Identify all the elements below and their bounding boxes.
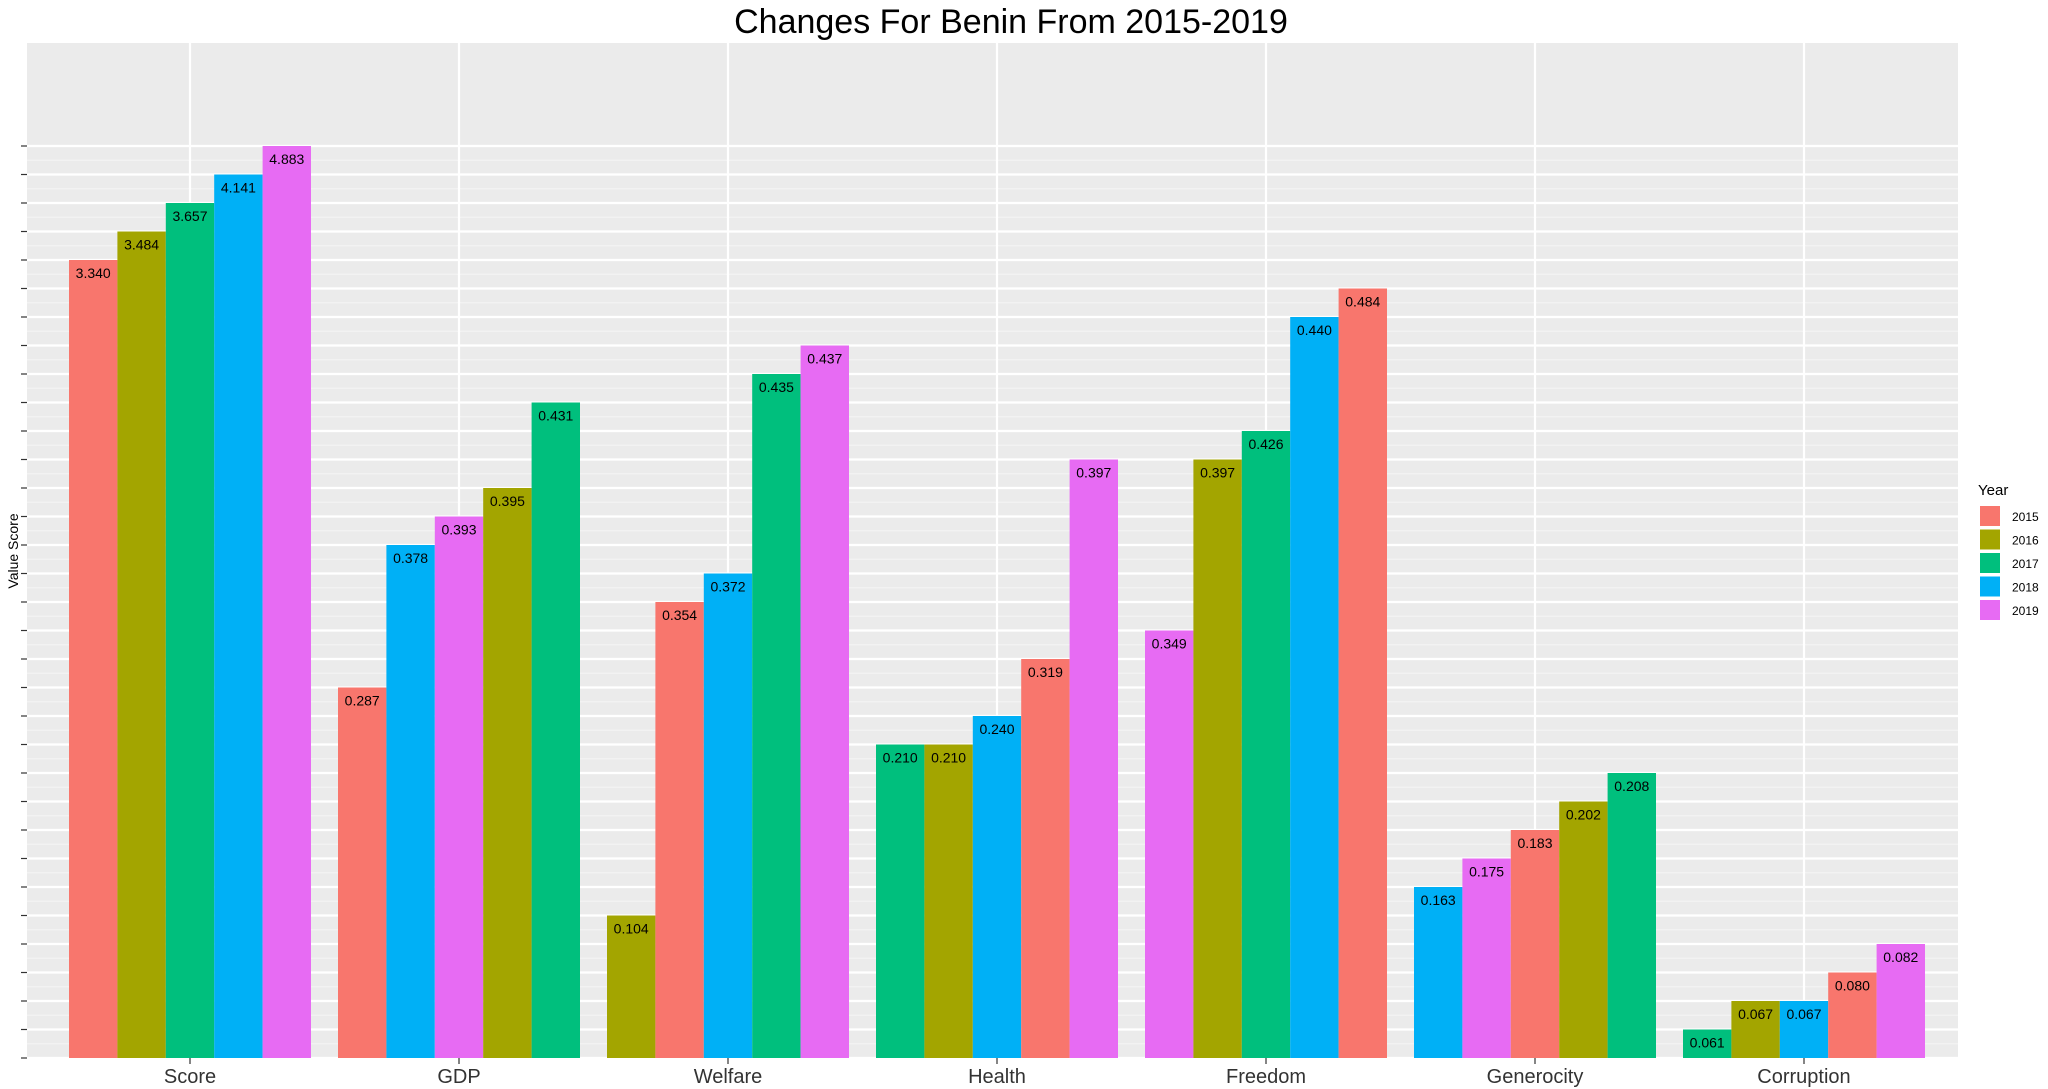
data-label: 0.163 <box>1421 892 1456 908</box>
data-label: 0.395 <box>490 493 525 509</box>
y-axis-ticks <box>21 145 27 1059</box>
legend-title: Year <box>1978 482 2008 499</box>
bar-generocity-2017 <box>1607 773 1656 1058</box>
x-tick-label: Corruption <box>1757 1066 1850 1088</box>
data-label: 0.349 <box>1152 636 1187 652</box>
data-label: 0.082 <box>1883 949 1918 965</box>
bar-score-2018 <box>214 174 263 1058</box>
data-label: 0.437 <box>807 351 842 367</box>
data-label: 0.397 <box>1200 465 1235 481</box>
bar-generocity-2019 <box>1462 858 1511 1058</box>
data-label: 0.484 <box>1345 294 1380 310</box>
data-label: 0.067 <box>1738 1006 1773 1022</box>
bar-freedom-2018 <box>1290 317 1339 1058</box>
data-label: 4.141 <box>221 180 256 196</box>
data-label: 0.202 <box>1566 807 1601 823</box>
data-label: 0.378 <box>393 550 428 566</box>
legend-label: 2017 <box>2012 557 2039 571</box>
data-label: 0.435 <box>759 379 794 395</box>
x-tick-label: Generocity <box>1487 1066 1584 1088</box>
data-label: 0.372 <box>710 579 745 595</box>
bar-score-2017 <box>165 203 215 1058</box>
legend-label: 2019 <box>2012 604 2039 618</box>
bar-welfare-2017 <box>752 374 801 1058</box>
bar-health-2018 <box>972 716 1022 1058</box>
data-label: 0.208 <box>1614 778 1649 794</box>
bar-corruption-2018 <box>1779 1001 1829 1058</box>
bar-freedom-2019 <box>1145 630 1194 1058</box>
data-label: 0.175 <box>1469 864 1504 880</box>
legend-label: 2018 <box>2012 581 2039 595</box>
data-label: 0.440 <box>1297 322 1332 338</box>
bar-corruption-2017 <box>1683 1029 1732 1058</box>
bar-freedom-2015 <box>1338 288 1387 1058</box>
bar-health-2019 <box>1069 459 1118 1058</box>
data-label: 0.287 <box>345 693 380 709</box>
legend-key-2016 <box>1980 529 2000 550</box>
bar-gdp-2019 <box>434 516 484 1058</box>
bar-gdp-2018 <box>386 545 435 1058</box>
data-label: 3.657 <box>172 208 207 224</box>
data-label: 0.397 <box>1076 465 1111 481</box>
bar-corruption-2016 <box>1731 1001 1780 1058</box>
data-label: 0.240 <box>979 721 1014 737</box>
bar-score-2019 <box>262 146 311 1058</box>
data-label: 0.183 <box>1517 835 1552 851</box>
data-label: 0.067 <box>1786 1006 1821 1022</box>
x-tick-label: Health <box>968 1066 1026 1088</box>
bar-welfare-2015 <box>655 602 704 1058</box>
y-axis-label: Value Score <box>5 513 21 588</box>
bar-health-2016 <box>924 744 973 1058</box>
chart-title: Changes For Benin From 2015-2019 <box>734 3 1288 41</box>
bar-freedom-2016 <box>1193 459 1242 1058</box>
bar-generocity-2016 <box>1559 801 1608 1058</box>
x-tick-label: Score <box>164 1066 216 1088</box>
data-label: 0.210 <box>883 750 918 766</box>
bar-welfare-2016 <box>607 915 656 1058</box>
x-axis-ticks: Score GDP Welfare Health Freedom Generocity Co… <box>164 1058 1851 1088</box>
legend-label: 2015 <box>2012 510 2039 524</box>
data-label: 3.340 <box>76 265 111 281</box>
legend-key-2018 <box>1980 576 2000 597</box>
bar-gdp-2017 <box>531 402 580 1058</box>
data-label: 0.393 <box>441 522 476 538</box>
bar-generocity-2015 <box>1510 830 1560 1058</box>
bar-health-2017 <box>876 744 925 1058</box>
data-label: 3.484 <box>124 237 159 253</box>
legend-label: 2016 <box>2012 534 2039 548</box>
data-label: 0.319 <box>1028 664 1063 680</box>
x-tick-label: GDP <box>437 1066 480 1088</box>
bar-corruption-2019 <box>1876 944 1925 1058</box>
data-label: 0.354 <box>662 607 697 623</box>
legend-key-2015 <box>1980 506 2000 526</box>
data-label: 0.104 <box>614 921 649 937</box>
bar-welfare-2019 <box>800 345 849 1058</box>
legend: Year 2015 2016 2017 2018 2019 <box>1978 482 2039 620</box>
bar-gdp-2015 <box>338 687 387 1058</box>
bar-health-2015 <box>1021 659 1070 1058</box>
x-tick-label: Welfare <box>694 1066 763 1088</box>
bar-score-2016 <box>117 231 166 1058</box>
data-label: 0.080 <box>1835 978 1870 994</box>
bar-gdp-2016 <box>483 488 532 1058</box>
bar-corruption-2015 <box>1828 972 1877 1058</box>
legend-key-2019 <box>1980 600 2000 620</box>
data-label: 0.210 <box>931 750 966 766</box>
data-label: 0.061 <box>1690 1035 1725 1051</box>
bars: 3.340 3.484 3.657 4.141 4.883 0.287 0.378 0.393… <box>69 146 1925 1058</box>
data-label: 0.426 <box>1248 436 1283 452</box>
data-label: 0.431 <box>538 408 573 424</box>
bar-welfare-2018 <box>703 573 753 1058</box>
legend-key-2017 <box>1980 553 2000 573</box>
bar-generocity-2018 <box>1414 887 1463 1058</box>
bar-score-2015 <box>69 260 118 1058</box>
data-label: 4.883 <box>269 151 304 167</box>
x-tick-label: Freedom <box>1226 1066 1306 1088</box>
bar-freedom-2017 <box>1241 431 1291 1058</box>
